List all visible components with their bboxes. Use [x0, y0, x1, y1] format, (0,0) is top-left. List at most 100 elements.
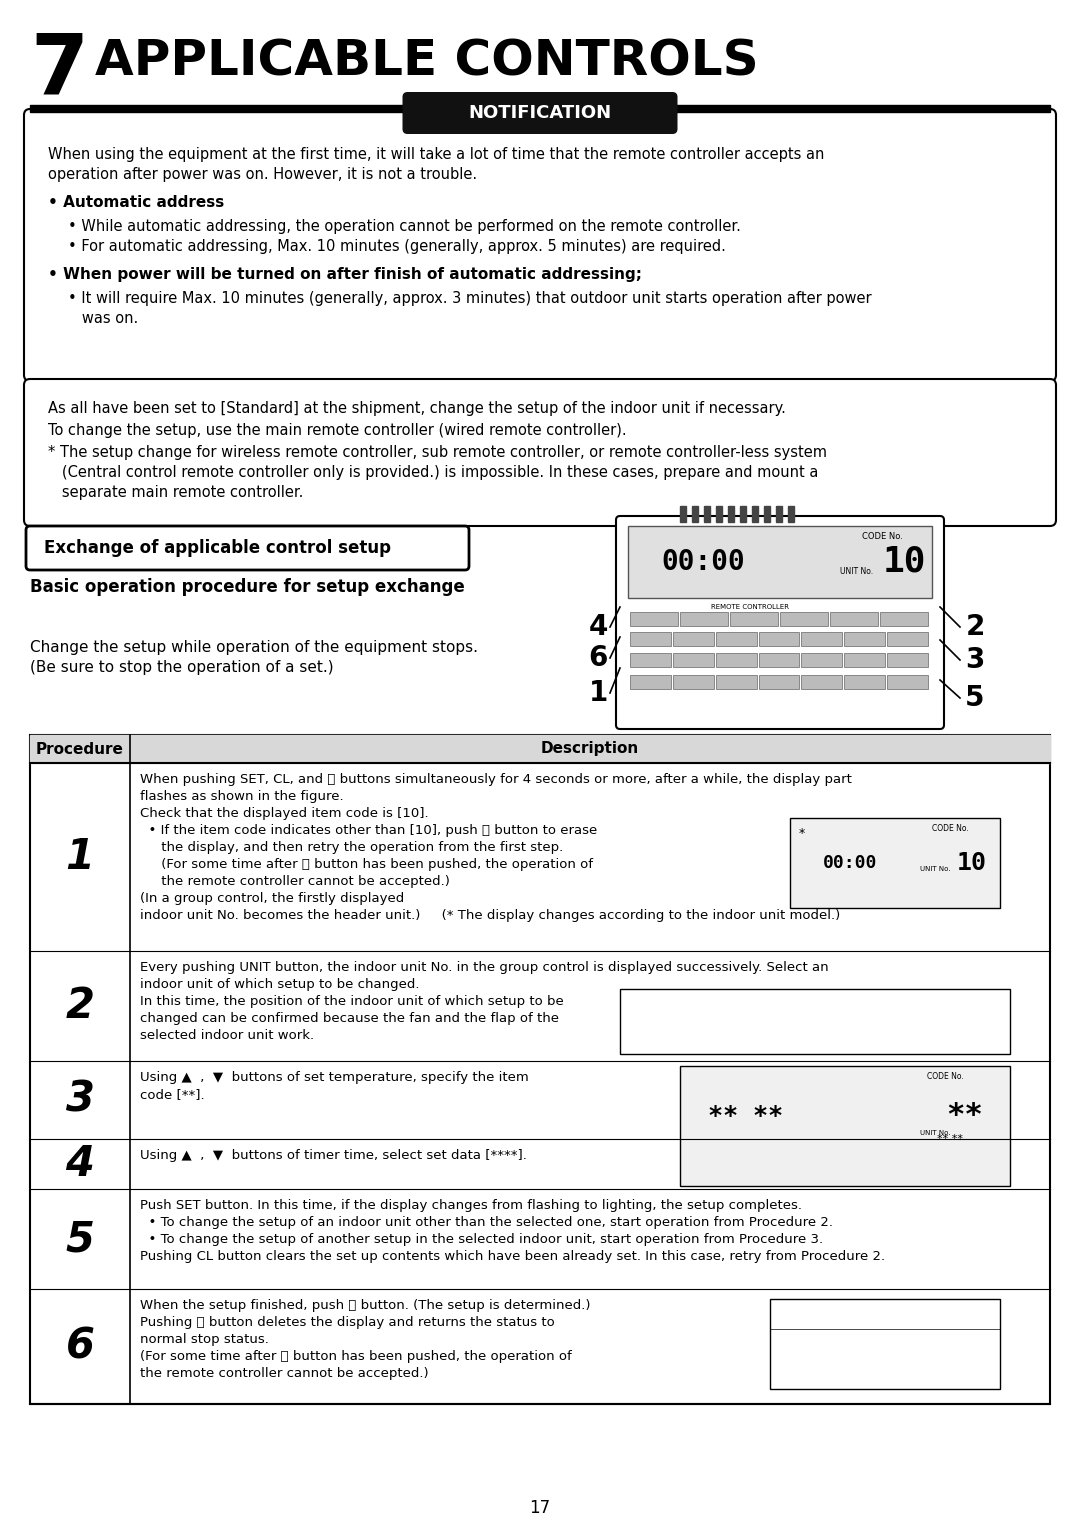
Bar	[801, 631, 842, 647]
Bar	[728, 506, 734, 522]
Bar	[680, 612, 728, 625]
Bar	[831, 612, 878, 625]
Text: • When power will be turned on after finish of automatic addressing;: • When power will be turned on after fin…	[48, 267, 642, 282]
Text: REMOTE CONTROLLER: REMOTE CONTROLLER	[711, 604, 789, 610]
Bar	[30, 105, 1050, 111]
Text: CODE No.: CODE No.	[932, 824, 969, 833]
Text: • For automatic addressing, Max. 10 minutes (generally, approx. 5 minutes) are r: • For automatic addressing, Max. 10 minu…	[68, 239, 726, 255]
Bar	[801, 653, 842, 666]
Bar	[789, 817, 1000, 907]
Text: 5: 5	[66, 1218, 95, 1260]
Text: was on.: was on.	[68, 311, 138, 326]
Bar	[630, 653, 671, 666]
Text: • While automatic addressing, the operation cannot be performed on the remote co: • While automatic addressing, the operat…	[68, 220, 741, 233]
Text: Check that the displayed item code is [10].: Check that the displayed item code is [1…	[140, 807, 429, 820]
Bar	[758, 631, 799, 647]
Text: **: **	[947, 1101, 984, 1130]
Bar	[845, 631, 886, 647]
Text: Pushing ⓹ button deletes the display and returns the status to: Pushing ⓹ button deletes the display and…	[140, 1316, 555, 1328]
Bar	[887, 653, 928, 666]
Bar	[30, 735, 1050, 1405]
Bar	[30, 735, 1050, 762]
Text: selected indoor unit work.: selected indoor unit work.	[140, 1029, 314, 1042]
FancyBboxPatch shape	[24, 108, 1056, 381]
Text: When using the equipment at the first time, it will take a lot of time that the : When using the equipment at the first ti…	[48, 146, 824, 162]
Text: 5: 5	[966, 685, 985, 712]
Text: indoor unit of which setup to be changed.: indoor unit of which setup to be changed…	[140, 978, 419, 991]
Bar	[692, 506, 698, 522]
Text: Using ▲  ,  ▼  buttons of set temperature, specify the item: Using ▲ , ▼ buttons of set temperature, …	[140, 1071, 529, 1084]
Text: • Automatic address: • Automatic address	[48, 195, 225, 210]
Text: indoor unit No. becomes the header unit.)     (* The display changes according t: indoor unit No. becomes the header unit.…	[140, 909, 840, 923]
Text: Using ▲  ,  ▼  buttons of timer time, select set data [****].: Using ▲ , ▼ buttons of timer time, selec…	[140, 1148, 527, 1162]
Bar	[673, 676, 714, 689]
Bar	[627, 526, 932, 598]
Bar	[845, 676, 886, 689]
Text: 00:00: 00:00	[823, 854, 877, 872]
Text: CODE No.: CODE No.	[862, 532, 903, 541]
FancyBboxPatch shape	[26, 526, 469, 570]
Text: Basic operation procedure for setup exchange: Basic operation procedure for setup exch…	[30, 578, 464, 596]
FancyBboxPatch shape	[403, 92, 677, 134]
Bar	[680, 506, 686, 522]
Text: Procedure: Procedure	[36, 741, 124, 756]
Bar	[740, 506, 746, 522]
Bar	[630, 631, 671, 647]
Text: 3: 3	[66, 1080, 95, 1121]
Text: 2: 2	[66, 985, 95, 1026]
Text: APPLICABLE CONTROLS: APPLICABLE CONTROLS	[95, 38, 758, 85]
Bar	[673, 653, 714, 666]
Text: * The setup change for wireless remote controller, sub remote controller, or rem: * The setup change for wireless remote c…	[48, 445, 827, 461]
Bar	[788, 506, 794, 522]
Text: separate main remote controller.: separate main remote controller.	[48, 485, 303, 500]
Text: When pushing SET, CL, and ⓹ buttons simultaneously for 4 seconds or more, after : When pushing SET, CL, and ⓹ buttons simu…	[140, 773, 852, 785]
Bar	[758, 653, 799, 666]
Text: (For some time after ⓹ button has been pushed, the operation of: (For some time after ⓹ button has been p…	[140, 859, 593, 871]
Bar	[801, 676, 842, 689]
Text: changed can be confirmed because the fan and the flap of the: changed can be confirmed because the fan…	[140, 1013, 559, 1025]
Text: When the setup finished, push ⓹ button. (The setup is determined.): When the setup finished, push ⓹ button. …	[140, 1299, 591, 1312]
Text: • To change the setup of another setup in the selected indoor unit, start operat: • To change the setup of another setup i…	[140, 1234, 823, 1246]
Text: 4: 4	[66, 1144, 95, 1185]
Text: • If the item code indicates other than [10], push ⓹ button to erase: • If the item code indicates other than …	[140, 824, 597, 837]
Text: 10: 10	[882, 544, 926, 580]
Text: Every pushing UNIT button, the indoor unit No. in the group control is displayed: Every pushing UNIT button, the indoor un…	[140, 961, 828, 974]
Text: 6: 6	[66, 1325, 95, 1368]
Text: • To change the setup of an indoor unit other than the selected one, start opera: • To change the setup of an indoor unit …	[140, 1215, 833, 1229]
FancyBboxPatch shape	[24, 380, 1056, 526]
Text: flashes as shown in the figure.: flashes as shown in the figure.	[140, 790, 343, 804]
Bar	[752, 506, 758, 522]
Text: *: *	[799, 827, 805, 839]
Text: (In a group control, the firstly displayed: (In a group control, the firstly display…	[140, 892, 404, 904]
Bar	[680, 1066, 1010, 1186]
Bar	[880, 612, 928, 625]
Text: UNIT No.: UNIT No.	[920, 1130, 950, 1136]
Text: ** **: ** **	[937, 1135, 963, 1144]
Bar	[758, 676, 799, 689]
Text: CODE No.: CODE No.	[927, 1072, 963, 1081]
Bar	[764, 506, 770, 522]
Text: Push SET button. In this time, if the display changes from flashing to lighting,: Push SET button. In this time, if the di…	[140, 1199, 802, 1212]
Text: In this time, the position of the indoor unit of which setup to be: In this time, the position of the indoor…	[140, 994, 564, 1008]
Bar	[845, 653, 886, 666]
Bar	[620, 990, 1010, 1054]
Text: operation after power was on. However, it is not a trouble.: operation after power was on. However, i…	[48, 168, 477, 181]
Text: As all have been set to [Standard] at the shipment, change the setup of the indo: As all have been set to [Standard] at th…	[48, 401, 786, 416]
Text: Pushing CL button clears the set up contents which have been already set. In thi: Pushing CL button clears the set up cont…	[140, 1250, 886, 1263]
Text: 00:00: 00:00	[661, 547, 745, 576]
Bar	[887, 676, 928, 689]
Bar	[780, 612, 828, 625]
Text: Description: Description	[541, 741, 639, 756]
Bar	[716, 676, 757, 689]
Bar	[770, 1299, 1000, 1389]
Text: code [**].: code [**].	[140, 1087, 204, 1101]
Bar	[716, 653, 757, 666]
Text: the remote controller cannot be accepted.): the remote controller cannot be accepted…	[140, 875, 450, 888]
Text: 1: 1	[589, 679, 608, 708]
Bar	[887, 631, 928, 647]
Bar	[673, 631, 714, 647]
Text: UNIT No.: UNIT No.	[920, 866, 950, 872]
Text: the display, and then retry the operation from the first step.: the display, and then retry the operatio…	[140, 840, 564, 854]
Text: 17: 17	[529, 1499, 551, 1517]
Text: To change the setup, use the main remote controller (wired remote controller).: To change the setup, use the main remote…	[48, 422, 626, 438]
